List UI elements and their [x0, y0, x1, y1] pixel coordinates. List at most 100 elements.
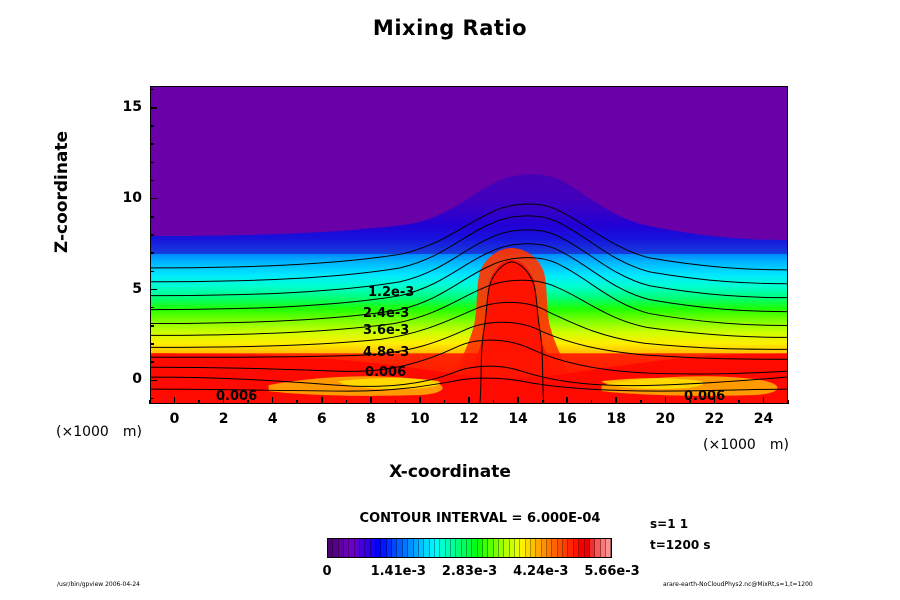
colorbar-caption: CONTOUR INTERVAL = 6.000E-04 — [359, 511, 601, 526]
colorbar-band — [456, 539, 462, 557]
colorbar-band — [482, 539, 489, 557]
colorbar-band — [600, 539, 606, 557]
colorbar-band — [509, 539, 516, 557]
colorbar-band — [584, 539, 590, 557]
colorbar-band — [541, 539, 548, 557]
contour-level-label: 4.8e-3 — [363, 345, 410, 360]
y-tick-minor — [150, 306, 154, 309]
colorbar-band — [429, 539, 435, 557]
contour-level-label: 0.006 — [216, 389, 258, 404]
colorbar-band — [360, 539, 366, 557]
colorbar-band — [531, 539, 537, 557]
x-tick-label: 22 — [704, 411, 725, 427]
contour-field — [151, 87, 787, 403]
contour-level-label: 0.006 — [684, 389, 726, 404]
colorbar-band — [328, 539, 334, 557]
y-tick-minor — [150, 361, 154, 363]
x-axis-title: X-coordinate — [389, 462, 511, 482]
y-tick-minor — [150, 143, 154, 145]
colorbar-band — [472, 539, 478, 557]
contour-level-label: 2.4e-3 — [363, 306, 410, 321]
colorbar-tick-label: 0 — [322, 564, 332, 579]
x-tick-minor — [443, 400, 446, 404]
colorbar-tick-labels: 0 1.41e-3 2.83e-3 4.24e-3 5.66e-3 — [305, 564, 639, 582]
footer-command: /usr/bin/gpview 2006-04-24 — [57, 581, 140, 588]
colorbar-band — [365, 539, 371, 557]
colorbar-band — [344, 539, 350, 557]
x-tick-minor — [247, 400, 249, 404]
colorbar-band — [504, 539, 510, 557]
colorbar-band — [450, 539, 457, 557]
colorbar-band — [376, 539, 382, 557]
x-tick-minor — [198, 400, 200, 404]
colorbar-band — [589, 539, 596, 557]
colorbar-band — [338, 539, 345, 557]
colorbar-band — [418, 539, 425, 557]
x-tick-major — [321, 397, 323, 404]
colorbar-tick-label: 4.24e-3 — [513, 564, 569, 579]
colorbar-band — [557, 539, 564, 557]
x-tick-minor — [738, 400, 740, 404]
y-tick-minor — [150, 216, 154, 218]
x-tick-major — [517, 397, 519, 404]
y-tick-major — [150, 379, 157, 382]
colorbar-tick-label: 1.41e-3 — [370, 564, 426, 579]
colorbar-band — [499, 539, 505, 557]
x-tick-minor — [590, 400, 593, 404]
y-tick-label: 0 — [132, 371, 142, 388]
x-tick-minor — [640, 400, 642, 404]
y-tick-major — [150, 107, 157, 109]
x-tick-label: 24 — [753, 411, 774, 427]
colorbar-band — [552, 539, 558, 557]
x-tick-major — [468, 397, 470, 404]
colorbar-band — [408, 539, 414, 557]
x-tick-minor — [394, 400, 397, 404]
colorbar[interactable] — [327, 538, 612, 558]
contour-plot-area — [150, 86, 788, 404]
colorbar-band — [349, 539, 355, 557]
colorbar-band — [493, 539, 499, 557]
colorbar-gradient — [328, 539, 611, 557]
x-tick-minor — [689, 400, 691, 404]
x-axis-unit-label: (×1000 m) — [703, 437, 789, 453]
annotation-slice: s=1 1 — [650, 517, 689, 531]
colorbar-band — [386, 539, 393, 557]
colorbar-band — [579, 539, 585, 557]
footer-source: arare-earth-NoCloudPhys2.nc@MixRt,s=1,t=… — [663, 581, 813, 588]
y-tick-label: 15 — [122, 98, 142, 115]
colorbar-band — [424, 539, 430, 557]
x-tick-minor — [149, 400, 151, 404]
x-tick-major — [566, 397, 568, 404]
y-axis-title: Z-coordinate — [52, 130, 72, 254]
x-tick-major — [713, 397, 716, 404]
y-tick-label: 5 — [132, 280, 142, 297]
annotation-time: t=1200 s — [650, 538, 711, 552]
x-tick-major — [762, 397, 765, 404]
contour-level-label: 3.6e-3 — [363, 323, 410, 338]
colorbar-band — [525, 539, 532, 557]
colorbar-band — [573, 539, 580, 557]
x-tick-minor — [787, 400, 789, 404]
x-tick-minor — [492, 400, 495, 404]
x-tick-label: 4 — [267, 411, 278, 427]
colorbar-band — [488, 539, 494, 557]
colorbar-band — [595, 539, 601, 557]
y-tick-minor — [150, 125, 154, 127]
colorbar-band — [354, 539, 361, 557]
colorbar-band — [520, 539, 526, 557]
colorbar-band — [370, 539, 377, 557]
colorbar-band — [413, 539, 419, 557]
y-tick-minor — [150, 88, 154, 91]
x-tick-label: 10 — [410, 411, 430, 427]
y-axis-unit-label: (×1000 m) — [56, 424, 142, 440]
colorbar-band — [563, 539, 569, 557]
y-tick-major — [150, 288, 157, 291]
colorbar-band — [333, 539, 339, 557]
x-tick-label: 0 — [169, 411, 180, 427]
colorbar-band — [445, 539, 451, 557]
contour-level-label: 1.2e-3 — [368, 285, 415, 300]
y-tick-minor — [150, 161, 154, 164]
x-tick-label: 20 — [655, 411, 676, 427]
x-tick-minor — [296, 400, 298, 404]
x-tick-label: 16 — [557, 411, 577, 427]
